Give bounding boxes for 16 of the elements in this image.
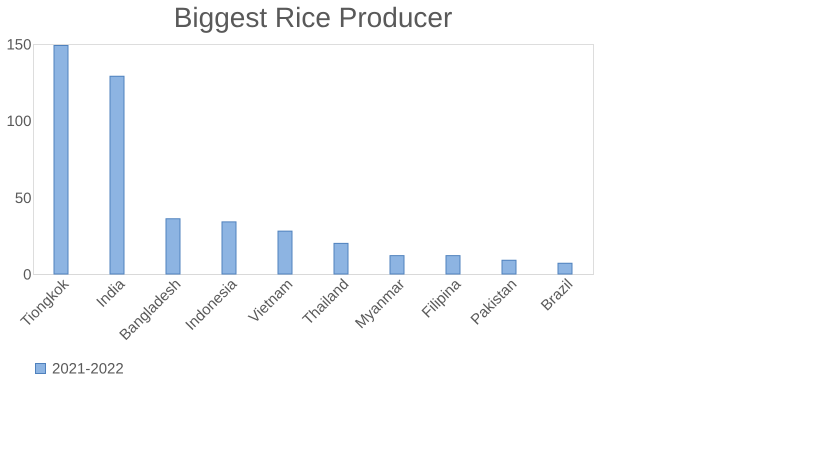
y-tick-label: 150: [6, 36, 32, 54]
bar: [222, 221, 236, 274]
chart-title: Biggest Rice Producer: [174, 2, 452, 33]
bar: [558, 262, 572, 274]
bar: [390, 255, 404, 274]
bar: [110, 76, 124, 274]
bar: [334, 242, 348, 274]
bar: [446, 255, 460, 274]
bar: [166, 218, 180, 274]
y-tick-label: 100: [6, 113, 32, 130]
bar: [502, 260, 516, 274]
legend-label: 2021-2022: [52, 360, 124, 378]
bar: [278, 230, 292, 274]
bar: [54, 45, 68, 274]
y-tick-label: 0: [23, 266, 32, 284]
y-tick-label: 50: [14, 190, 32, 207]
